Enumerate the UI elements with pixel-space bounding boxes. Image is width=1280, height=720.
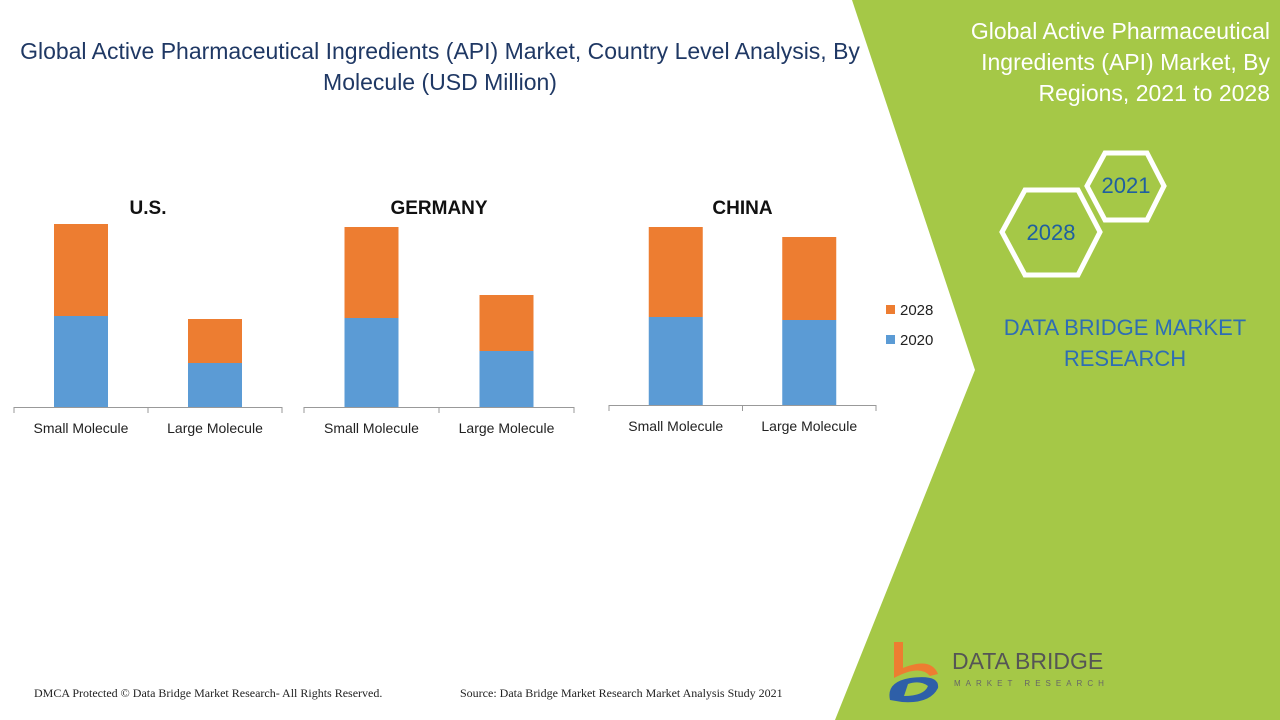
x-tick-label: Small Molecule: [34, 420, 129, 436]
logo-name: DATA BRIDGE: [952, 648, 1104, 674]
chart-title: U.S.: [130, 198, 167, 219]
bar-2028-large-molecule: [782, 237, 837, 320]
charts: U.S. Small Molecule Large Molecule GERMANY S…: [13, 198, 933, 436]
logo-tagline: MARKET RESEARCH: [954, 679, 1109, 688]
bar-2020-small-molecule: [344, 318, 399, 407]
hex-year-2021: 2021: [1101, 173, 1151, 198]
bar-2020-large-molecule: [479, 351, 534, 407]
bar-2020-large-molecule: [188, 363, 242, 407]
chart-title: GERMANY: [390, 198, 487, 219]
bar-2020-large-molecule: [782, 320, 837, 405]
bar-2020-small-molecule: [648, 317, 703, 405]
x-tick-label: Small Molecule: [628, 418, 723, 434]
x-tick-label: Large Molecule: [167, 420, 263, 436]
legend-label-2020: 2020: [900, 332, 933, 349]
hex-year-2028: 2028: [1026, 220, 1076, 245]
bar-2028-large-molecule: [188, 319, 242, 363]
bar-2020-small-molecule: [54, 316, 108, 407]
x-tick-label: Large Molecule: [761, 418, 857, 434]
legend-swatch-2020: [886, 335, 895, 344]
bar-2028-large-molecule: [479, 295, 534, 351]
legend-swatch-2028: [886, 305, 895, 314]
chart-title: CHINA: [712, 198, 772, 219]
x-tick-label: Large Molecule: [459, 420, 555, 436]
bar-2028-small-molecule: [648, 227, 703, 317]
hexagon-2028: [999, 187, 1103, 278]
logo-icon: [889, 642, 939, 703]
page-title: Global Active Pharmaceutical Ingredients…: [20, 38, 860, 95]
bar-2028-small-molecule: [54, 224, 108, 316]
side-panel-title: Global Active Pharmaceutical Ingredients…: [970, 18, 1270, 106]
x-tick-label: Small Molecule: [324, 420, 419, 436]
source-footer: Source: Data Bridge Market Research Mark…: [460, 686, 783, 700]
legend-label-2028: 2028: [900, 302, 933, 319]
hexagon-2021: [1084, 150, 1167, 223]
brand-text: DATA BRIDGE MARKET RESEARCH: [1003, 315, 1247, 371]
dmca-footer: DMCA Protected © Data Bridge Market Rese…: [34, 686, 383, 700]
bar-2028-small-molecule: [344, 227, 399, 318]
